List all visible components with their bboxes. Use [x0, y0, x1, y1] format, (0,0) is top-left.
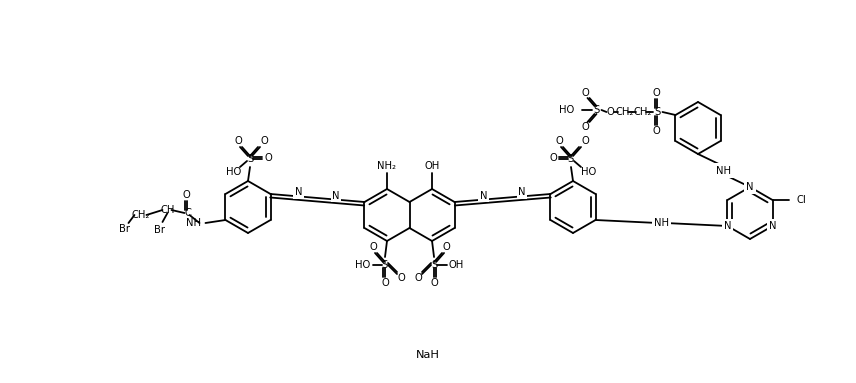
Text: O: O [369, 242, 377, 252]
Text: N: N [294, 187, 302, 198]
Text: O: O [443, 242, 450, 252]
Text: N: N [332, 191, 340, 201]
Text: O: O [414, 273, 422, 283]
Text: Cl: Cl [797, 195, 806, 205]
Text: O: O [581, 122, 590, 132]
Text: O: O [581, 136, 589, 146]
Text: C: C [184, 208, 191, 218]
Text: CH: CH [160, 205, 175, 215]
Text: S: S [568, 154, 574, 164]
Text: NH₂: NH₂ [377, 161, 396, 171]
Text: O: O [652, 88, 660, 98]
Text: N: N [723, 221, 731, 231]
Text: O: O [652, 126, 660, 136]
Text: HO: HO [355, 260, 371, 270]
Text: O: O [381, 278, 389, 288]
Text: S: S [431, 260, 437, 270]
Text: CH₂: CH₂ [633, 107, 651, 117]
Text: O: O [182, 190, 190, 200]
Text: NH: NH [187, 218, 201, 228]
Text: O: O [235, 136, 242, 146]
Text: NH: NH [716, 165, 732, 175]
Text: CH₂: CH₂ [131, 210, 150, 220]
Text: CH₂: CH₂ [615, 107, 633, 117]
Text: N: N [518, 187, 526, 198]
Text: S: S [247, 154, 253, 164]
Text: O: O [581, 88, 590, 98]
Text: O: O [607, 107, 615, 117]
Text: HO: HO [581, 167, 597, 177]
Text: O: O [431, 278, 438, 288]
Text: Br: Br [119, 224, 130, 234]
Text: O: O [260, 136, 268, 146]
Text: NaH: NaH [416, 350, 440, 360]
Text: N: N [769, 221, 776, 231]
Text: HO: HO [226, 167, 241, 177]
Text: O: O [550, 153, 557, 163]
Text: S: S [593, 105, 599, 115]
Text: OH: OH [449, 260, 464, 270]
Text: S: S [382, 260, 388, 270]
Text: O: O [397, 273, 405, 283]
Text: N: N [746, 182, 754, 192]
Text: NH: NH [654, 218, 669, 228]
Text: N: N [479, 191, 487, 201]
Text: HO: HO [559, 105, 574, 115]
Text: OH: OH [425, 161, 440, 171]
Text: Br: Br [154, 225, 165, 235]
Text: O: O [556, 136, 563, 146]
Text: O: O [265, 153, 272, 163]
Text: S: S [654, 107, 661, 117]
